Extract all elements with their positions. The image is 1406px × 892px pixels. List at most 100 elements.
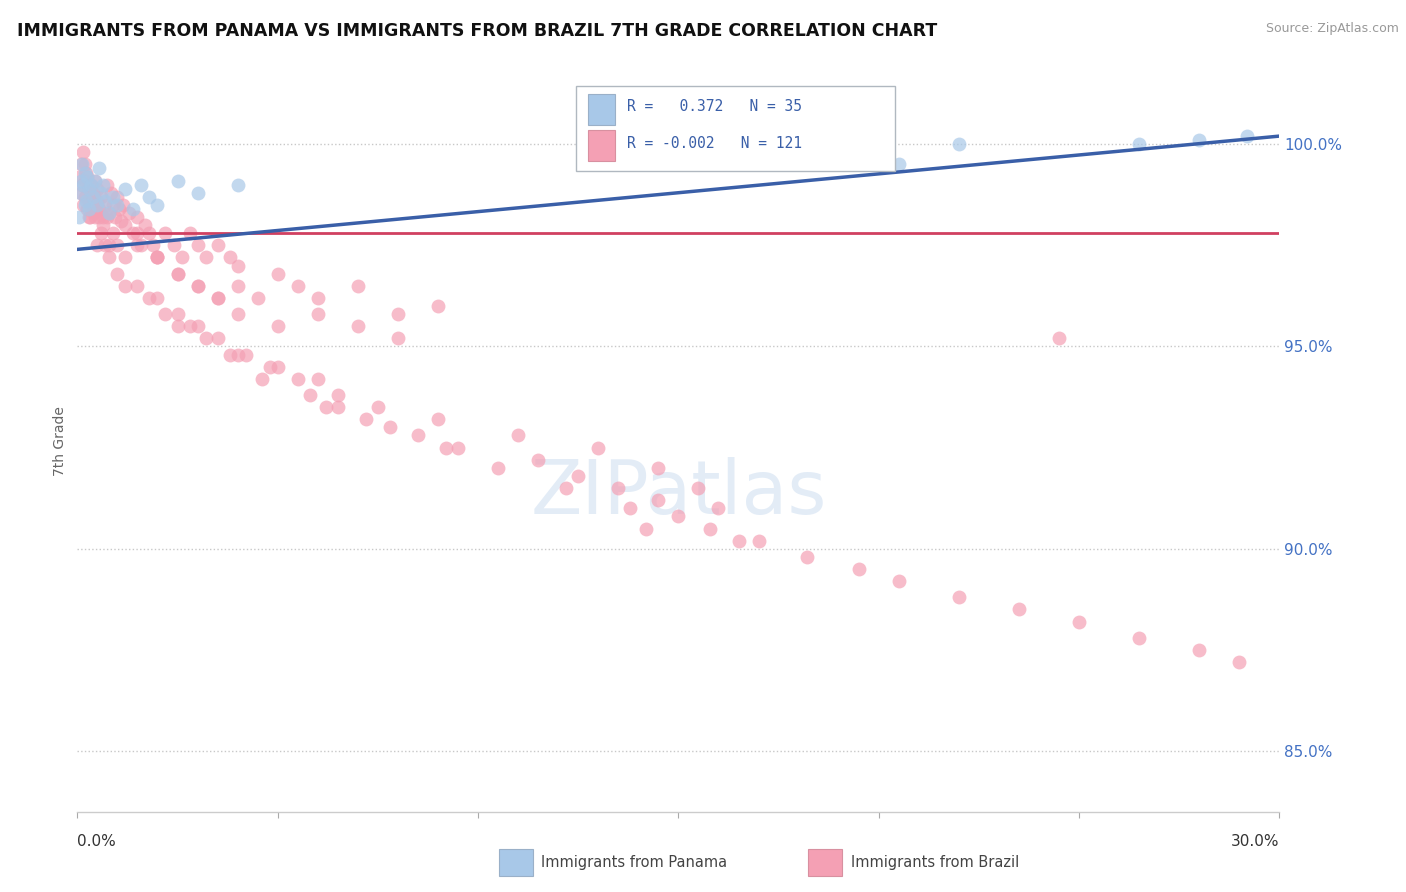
Point <box>94 198 117 212</box>
Point <box>707 501 730 516</box>
Point <box>207 238 229 252</box>
Point <box>378 420 401 434</box>
Point <box>155 226 177 240</box>
Point <box>307 372 329 386</box>
Point <box>287 278 309 293</box>
Point <box>75 190 97 204</box>
Point <box>110 214 132 228</box>
Point <box>94 194 117 208</box>
FancyBboxPatch shape <box>576 87 894 171</box>
Point <box>107 238 129 252</box>
Point <box>100 186 122 200</box>
Point <box>84 210 107 224</box>
Point <box>108 202 131 216</box>
Point <box>347 278 370 293</box>
Point <box>187 238 209 252</box>
Point <box>96 210 118 224</box>
Point <box>79 178 101 192</box>
Point <box>699 522 721 536</box>
Point <box>315 400 337 414</box>
Point <box>82 198 104 212</box>
Point <box>207 291 229 305</box>
Point <box>79 210 101 224</box>
Point <box>84 173 107 187</box>
Text: IMMIGRANTS FROM PANAMA VS IMMIGRANTS FROM BRAZIL 7TH GRADE CORRELATION CHART: IMMIGRANTS FROM PANAMA VS IMMIGRANTS FRO… <box>17 22 938 40</box>
Point <box>73 173 96 187</box>
Point <box>166 173 188 187</box>
Point <box>70 186 93 200</box>
Point <box>347 319 370 334</box>
Point <box>89 161 111 176</box>
Point <box>434 441 457 455</box>
Point <box>226 278 249 293</box>
Point <box>82 186 104 200</box>
Point <box>72 145 94 160</box>
Point <box>647 493 669 508</box>
Point <box>104 210 127 224</box>
Point <box>112 198 135 212</box>
Point <box>103 190 125 204</box>
Point <box>226 307 249 321</box>
Point <box>226 347 249 361</box>
Point <box>77 178 100 192</box>
Point <box>447 441 470 455</box>
Point <box>887 574 910 588</box>
Point <box>94 238 117 252</box>
Point <box>226 259 249 273</box>
Point <box>187 278 209 293</box>
Point <box>146 251 169 265</box>
Point <box>70 178 93 192</box>
Point <box>93 178 115 192</box>
Point <box>1069 615 1091 629</box>
Point <box>887 157 910 171</box>
Point <box>114 251 136 265</box>
Point <box>668 509 690 524</box>
Point <box>166 319 188 334</box>
Point <box>259 359 281 374</box>
Point <box>138 190 160 204</box>
Point <box>96 178 118 192</box>
Point <box>89 202 111 216</box>
Text: 30.0%: 30.0% <box>1232 834 1279 849</box>
Point <box>98 206 121 220</box>
Point <box>107 198 129 212</box>
Point <box>508 428 530 442</box>
Point <box>103 198 125 212</box>
Text: Immigrants from Brazil: Immigrants from Brazil <box>851 855 1019 870</box>
Point <box>93 210 115 224</box>
Point <box>406 428 429 442</box>
Point <box>146 251 169 265</box>
Point <box>688 481 710 495</box>
Point <box>75 165 97 179</box>
Point <box>79 202 101 216</box>
Point <box>267 319 290 334</box>
Point <box>326 400 349 414</box>
Point <box>70 186 93 200</box>
Point <box>387 331 409 345</box>
Point <box>226 178 249 192</box>
Point <box>131 178 153 192</box>
Point <box>77 182 100 196</box>
Point <box>170 251 193 265</box>
Point <box>86 198 108 212</box>
Point <box>75 157 97 171</box>
Point <box>138 226 160 240</box>
Point <box>427 299 450 313</box>
Bar <box>808 849 842 876</box>
Point <box>179 226 201 240</box>
Point <box>90 190 112 204</box>
Point <box>948 591 970 605</box>
Point <box>86 182 108 196</box>
Point <box>73 198 96 212</box>
Point <box>166 307 188 321</box>
Point <box>90 186 112 200</box>
Point <box>114 182 136 196</box>
Point <box>75 194 97 208</box>
Point <box>146 198 169 212</box>
Point <box>80 186 103 200</box>
Point <box>127 278 149 293</box>
Y-axis label: 7th Grade: 7th Grade <box>53 407 67 476</box>
Point <box>179 319 201 334</box>
Point <box>267 359 290 374</box>
Point <box>207 331 229 345</box>
